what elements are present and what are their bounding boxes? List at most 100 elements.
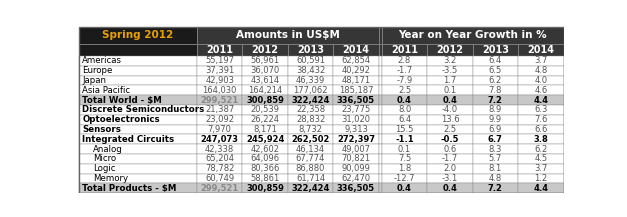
- Text: 6.6: 6.6: [534, 125, 547, 134]
- Text: 272,397: 272,397: [337, 135, 375, 144]
- Bar: [288, 85, 334, 95]
- Text: 1.2: 1.2: [534, 174, 547, 183]
- Bar: [197, 66, 243, 76]
- Text: 322,424: 322,424: [292, 96, 330, 105]
- Bar: [197, 144, 243, 154]
- Text: 6.3: 6.3: [534, 105, 547, 114]
- Bar: [382, 115, 427, 125]
- Bar: [197, 76, 243, 85]
- Text: 70,821: 70,821: [342, 154, 371, 163]
- Bar: [518, 144, 564, 154]
- Bar: [382, 174, 427, 183]
- Bar: [427, 134, 473, 144]
- Text: 4.4: 4.4: [534, 184, 548, 193]
- Text: 8,171: 8,171: [253, 125, 277, 134]
- Text: 0.4: 0.4: [443, 184, 457, 193]
- Bar: [382, 85, 427, 95]
- Bar: [334, 85, 379, 95]
- Text: 7.2: 7.2: [488, 184, 503, 193]
- Bar: [334, 105, 379, 115]
- Bar: [427, 164, 473, 174]
- Bar: [382, 164, 427, 174]
- Text: 247,073: 247,073: [201, 135, 239, 144]
- Text: 7.6: 7.6: [534, 115, 547, 124]
- Text: -12.7: -12.7: [394, 174, 415, 183]
- Bar: [518, 66, 564, 76]
- Text: -1.7: -1.7: [442, 154, 458, 163]
- Bar: [334, 44, 379, 56]
- Bar: [379, 66, 382, 76]
- Bar: [427, 95, 473, 105]
- Bar: [79, 76, 197, 85]
- Text: 21,387: 21,387: [205, 105, 234, 114]
- Bar: [79, 115, 197, 125]
- Bar: [288, 134, 334, 144]
- Text: -1.7: -1.7: [396, 66, 413, 75]
- Bar: [243, 76, 288, 85]
- Bar: [79, 44, 197, 56]
- Bar: [79, 56, 197, 66]
- Text: Asia Pacific: Asia Pacific: [82, 86, 130, 95]
- Bar: [473, 154, 518, 164]
- Bar: [382, 125, 427, 134]
- Bar: [243, 134, 288, 144]
- Text: 4.6: 4.6: [534, 86, 547, 95]
- Text: 0.4: 0.4: [397, 96, 412, 105]
- Text: 0.1: 0.1: [443, 86, 456, 95]
- Bar: [473, 125, 518, 134]
- Text: 8,732: 8,732: [298, 125, 322, 134]
- Bar: [79, 164, 197, 174]
- Bar: [243, 174, 288, 183]
- Bar: [473, 95, 518, 105]
- Text: 2014: 2014: [342, 45, 369, 55]
- Bar: [473, 134, 518, 144]
- Bar: [427, 56, 473, 66]
- Bar: [243, 115, 288, 125]
- Bar: [382, 76, 427, 85]
- Bar: [79, 66, 197, 76]
- Bar: [427, 183, 473, 193]
- Text: 56,961: 56,961: [251, 56, 280, 66]
- Text: -7.9: -7.9: [396, 76, 413, 85]
- Text: 7.8: 7.8: [488, 86, 502, 95]
- Bar: [379, 95, 382, 105]
- Bar: [288, 144, 334, 154]
- Text: 26,224: 26,224: [251, 115, 280, 124]
- Bar: [243, 66, 288, 76]
- Bar: [382, 95, 427, 105]
- Bar: [288, 154, 334, 164]
- Bar: [518, 105, 564, 115]
- Bar: [334, 174, 379, 183]
- Bar: [288, 44, 334, 56]
- Text: 42,602: 42,602: [251, 145, 280, 154]
- Bar: [379, 76, 382, 85]
- Bar: [243, 85, 288, 95]
- Text: 1.8: 1.8: [398, 164, 411, 173]
- Text: Discrete Semiconductors: Discrete Semiconductors: [82, 105, 204, 114]
- Bar: [288, 95, 334, 105]
- Text: 6.4: 6.4: [489, 56, 502, 66]
- Text: 4.0: 4.0: [534, 76, 547, 85]
- Bar: [382, 44, 427, 56]
- Bar: [427, 154, 473, 164]
- Text: 336,505: 336,505: [337, 96, 375, 105]
- Text: Integrated Circuits: Integrated Circuits: [82, 135, 174, 144]
- Bar: [427, 125, 473, 134]
- Bar: [197, 183, 243, 193]
- Bar: [197, 174, 243, 183]
- Text: 6.5: 6.5: [489, 66, 502, 75]
- Text: 2.0: 2.0: [443, 164, 456, 173]
- Bar: [79, 134, 197, 144]
- Text: 322,424: 322,424: [292, 184, 330, 193]
- Bar: [243, 164, 288, 174]
- Bar: [197, 44, 243, 56]
- Text: 0.4: 0.4: [443, 96, 457, 105]
- Bar: [427, 76, 473, 85]
- Text: Amounts in US$M: Amounts in US$M: [236, 30, 340, 40]
- Text: 8.9: 8.9: [489, 105, 502, 114]
- Bar: [288, 115, 334, 125]
- Text: 8.1: 8.1: [489, 164, 502, 173]
- Bar: [427, 105, 473, 115]
- Bar: [379, 56, 382, 66]
- Text: 0.4: 0.4: [397, 184, 412, 193]
